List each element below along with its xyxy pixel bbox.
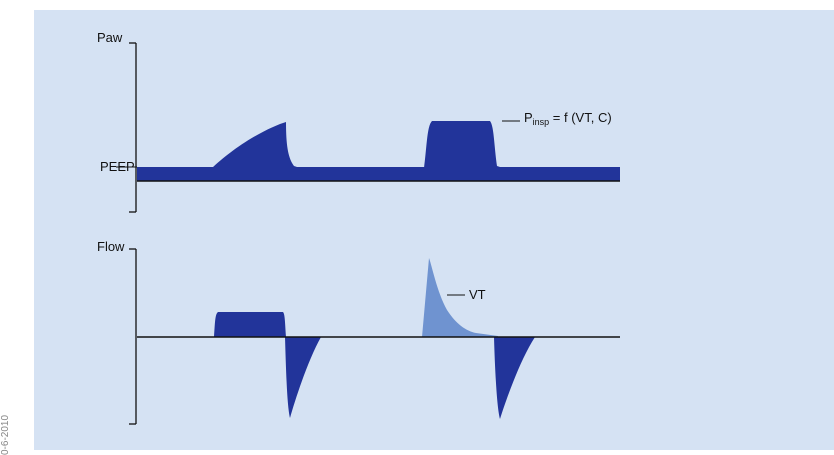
vt-annotation: VT	[469, 287, 486, 302]
pinsp-annotation: Pinsp = f (VT, C)	[524, 110, 612, 127]
pressure-chart: Paw PEEP Pinsp = f (VT, C)	[97, 30, 620, 213]
pressure-axis-label: Paw	[97, 30, 123, 45]
vt-volume-area	[422, 258, 498, 337]
inspiratory-flow-square	[214, 312, 286, 337]
side-code-text: 0-6-2010	[0, 414, 11, 455]
expiratory-flow-1	[285, 337, 321, 418]
diagram-panel	[34, 10, 834, 450]
expiratory-flow-2	[494, 337, 535, 419]
flow-axis-label: Flow	[97, 239, 125, 254]
flow-chart: Flow VT	[97, 239, 620, 425]
peep-baseline-band	[137, 167, 620, 181]
pressure-square-waveform	[424, 121, 503, 168]
pressure-ramp-waveform	[212, 122, 300, 168]
